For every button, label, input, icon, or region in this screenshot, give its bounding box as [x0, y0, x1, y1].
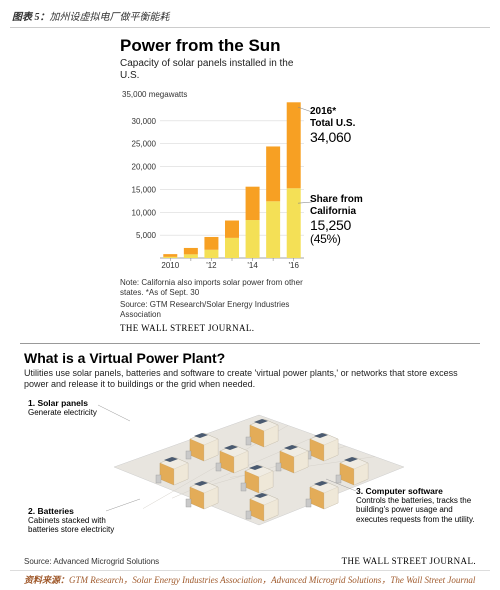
chart-source: Source: GTM Research/Solar Energy Indust… [120, 300, 320, 320]
vpp-section: What is a Virtual Power Plant? Utilities… [10, 344, 490, 566]
wsj-credit-1: THE WALL STREET JOURNAL. [120, 323, 490, 333]
chart-svg: 5,000 10,000 15,000 20,000 25,000 30,000 35,00… [120, 86, 400, 276]
chart-section: Power from the Sun Capacity of solar pan… [10, 28, 490, 337]
svg-text:'14: '14 [247, 261, 258, 270]
bar-chart: 5,000 10,000 15,000 20,000 25,000 30,000 35,00… [120, 86, 400, 276]
svg-text:25,000: 25,000 [132, 140, 157, 149]
vpp-diagram: 1. Solar panels Generate electricity 2. … [24, 395, 484, 555]
callout-solar: 1. Solar panels Generate electricity [28, 399, 100, 418]
callout-software: 3. Computer software Controls the batter… [356, 487, 482, 524]
svg-text:20,000: 20,000 [132, 163, 157, 172]
chart-note: Note: California also imports solar powe… [120, 278, 320, 298]
svg-text:10,000: 10,000 [132, 208, 157, 217]
figure-label: 图表 5： [12, 12, 50, 23]
svg-text:15,000: 15,000 [132, 185, 157, 194]
figure-title: 加州设虚拟电厂做平衡能耗 [50, 12, 170, 23]
svg-text:5,000: 5,000 [136, 231, 157, 240]
svg-text:'12: '12 [206, 261, 217, 270]
chart-subtitle: Capacity of solar panels installed in th… [120, 58, 300, 82]
svg-text:35,000 megawatts: 35,000 megawatts [122, 90, 187, 99]
svg-text:2010: 2010 [161, 261, 179, 270]
annotation-california: Share from California 15,250 (45%) [310, 194, 363, 247]
leader-line-2 [104, 495, 144, 515]
figure-header: 图表 5：加州设虚拟电厂做平衡能耗 [10, 6, 490, 28]
vpp-subtitle: Utilities use solar panels, batteries an… [24, 368, 476, 391]
annotation-total-us: 2016* Total U.S. 34,060 [310, 106, 355, 145]
chart-title: Power from the Sun [120, 36, 490, 56]
leader-line-3 [324, 475, 360, 495]
svg-text:30,000: 30,000 [132, 117, 157, 126]
page-footer: 资料来源：GTM Research，Solar Energy Industrie… [10, 570, 490, 586]
leader-line-1 [94, 403, 134, 433]
svg-text:'16: '16 [288, 261, 299, 270]
vpp-title: What is a Virtual Power Plant? [24, 350, 476, 366]
